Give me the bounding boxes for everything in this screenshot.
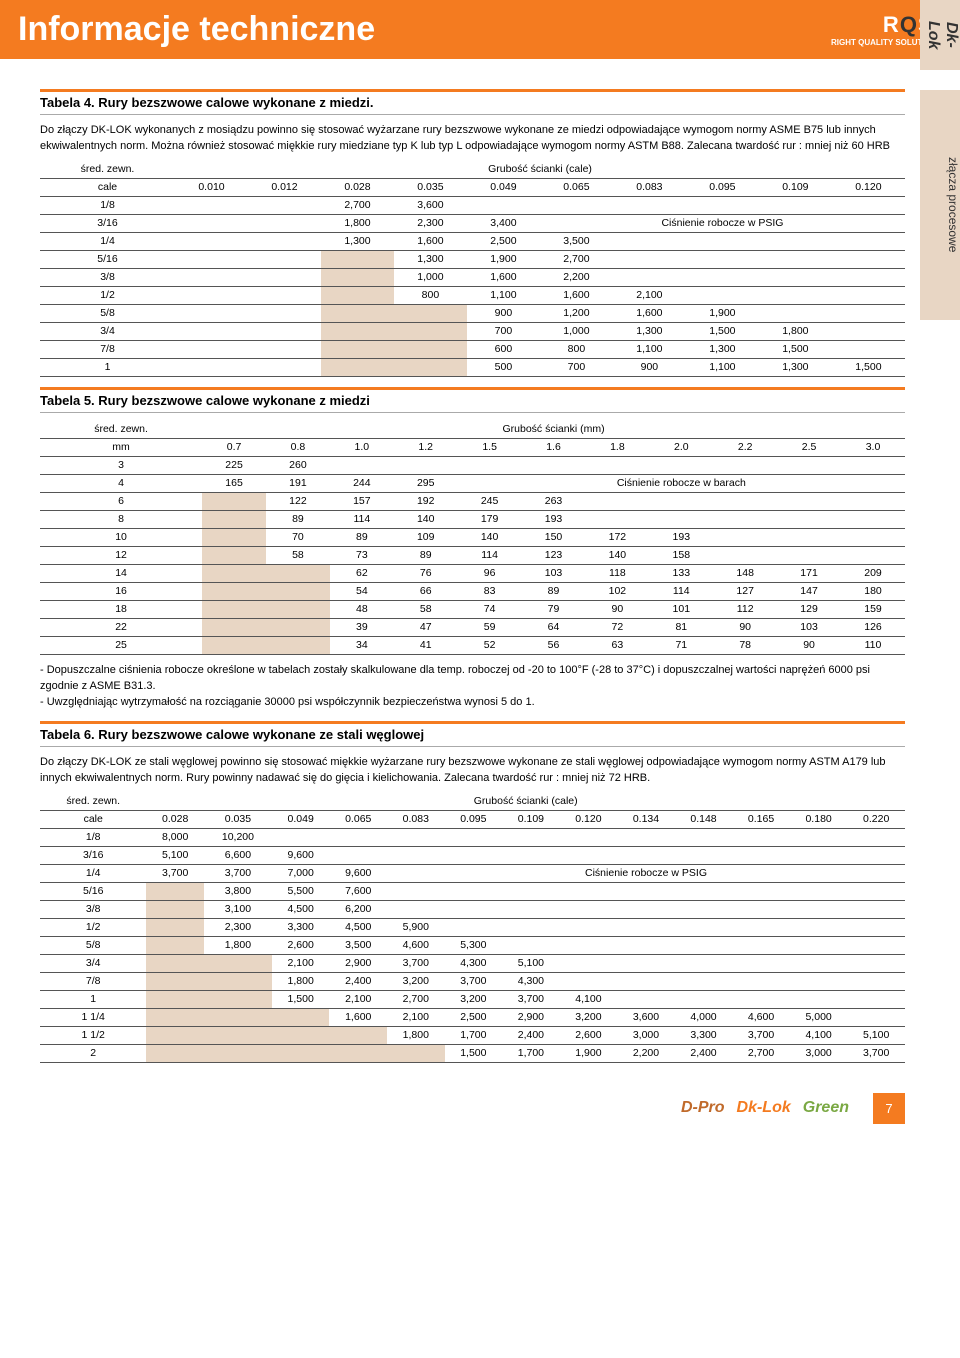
table4-title: Tabela 4. Rury bezszwowe calowe wykonane… [40,89,905,115]
notes-between: - Dopuszczalne ciśnienia robocze określo… [40,663,905,711]
table6-intro: Do złączy DK-LOK ze stali węglowej powin… [40,755,905,787]
table6-title: Tabela 6. Rury bezszwowe calowe wykonane… [40,721,905,747]
footer-brand-green: Green [803,1099,849,1117]
table5: śred. zewn.Grubość ścianki (mm)mm0.70.81… [40,421,905,655]
footer: D-Pro Dk-Lok Green 7 [40,1093,905,1124]
page-title: Informacje techniczne [18,10,375,49]
table4: śred. zewn.Grubość ścianki (cale)cale0.0… [40,161,905,377]
side-tab-brand: Dk-Lok [920,0,960,70]
side-tab-section: złącza procesowe [920,90,960,320]
table5-title: Tabela 5. Rury bezszwowe calowe wykonane… [40,387,905,413]
page-header: Informacje techniczne RQS® RIGHT QUALITY… [0,0,960,59]
page-number: 7 [873,1093,905,1124]
footer-brand-dpro: D-Pro [681,1099,725,1117]
footer-brand-dklok: Dk-Lok [737,1099,791,1117]
table4-intro: Do złączy DK-LOK wykonanych z mosiądzu p… [40,123,905,155]
table6: śred. zewn.Grubość ścianki (cale)cale0.0… [40,793,905,1063]
